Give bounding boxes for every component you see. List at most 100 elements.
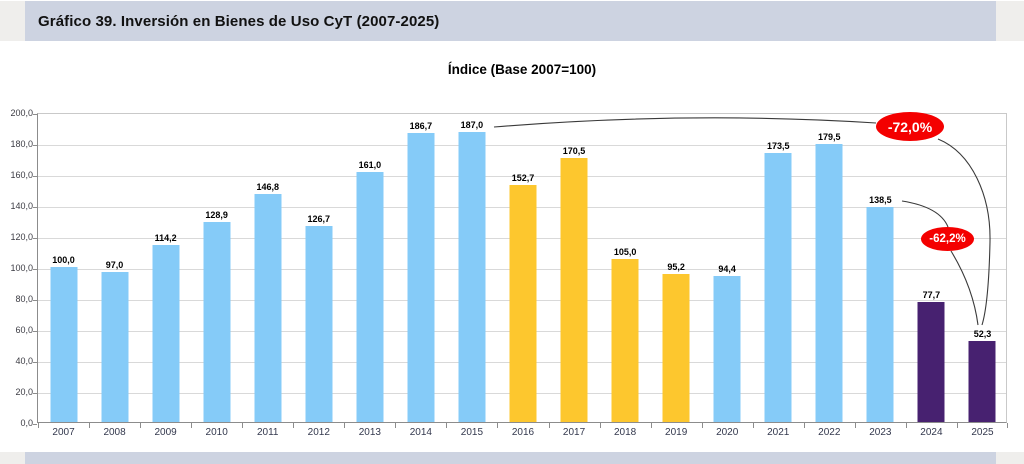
y-axis-tick [33,300,37,301]
x-axis-label-2021: 2021 [767,427,790,438]
header-banner: Gráfico 39. Inversión en Bienes de Uso C… [25,1,996,41]
x-axis-label-2019: 2019 [665,427,688,438]
bar-2014: 186,7 [407,121,435,422]
bar-cell-2021: 173,5 2021 [753,114,804,438]
y-axis: 200,0 180,0 160,0 140,0 120,0 100,0 80,0 60,0 40… [0,108,33,428]
y-axis-tick [33,114,37,115]
bar-value-label-2017: 170,5 [562,145,586,156]
x-axis-tick [446,423,448,428]
bar-cell-2020: 94,4 2020 [702,114,753,438]
bar-2019: 95,2 [662,262,690,422]
bar-cell-2014: 186,7 2014 [395,114,446,438]
bar-2022: 179,5 [815,132,843,422]
x-axis-tick [956,423,958,428]
y-axis-label: 60,0 [15,325,33,335]
bar-cell-2010: 128,9 2010 [191,114,242,438]
x-axis-label-2007: 2007 [52,427,75,438]
x-axis-tick [38,423,39,428]
y-axis-label: 20,0 [15,387,33,397]
x-axis-label-2022: 2022 [818,427,841,438]
header-left-margin [0,1,25,41]
gridline [38,145,1006,146]
x-axis-tick [650,423,652,428]
bar-cell-2012: 126,7 2012 [293,114,344,438]
bar-2015: 187,0 [458,120,486,422]
x-axis-label-2010: 2010 [205,427,228,438]
bar-cell-2024: 77,7 2024 [906,114,957,438]
y-axis-label: 80,0 [15,294,33,304]
bar-2013: 161,0 [356,160,384,422]
bar-value-label-2018: 105,0 [613,247,637,258]
y-axis-tick [33,331,37,332]
bar-2020: 94,4 [713,264,741,422]
x-axis-tick [293,423,295,428]
x-axis-label-2015: 2015 [460,427,484,438]
bar-cell-2017: 170,5 2017 [549,114,600,438]
x-axis-label-2017: 2017 [562,427,586,438]
x-axis-label-2009: 2009 [154,427,177,438]
bar-cell-2019: 95,2 2019 [651,114,702,438]
x-axis-label-2023: 2023 [869,427,892,438]
x-axis-tick [242,423,244,428]
x-axis-label-2011: 2011 [256,427,279,438]
bar-value-label-2013: 161,0 [358,160,382,171]
bar-value-label-2015: 187,0 [460,120,484,131]
x-axis-tick [803,423,805,428]
bar-value-label-2012: 126,7 [307,213,331,224]
header-right-margin [996,1,1024,41]
x-axis-tick [191,423,193,428]
bar-2009: 114,2 [152,233,180,422]
bar-value-label-2016: 152,7 [511,173,535,184]
y-axis-tick [33,269,37,270]
bar-value-label-2019: 95,2 [667,262,685,273]
x-axis-tick [905,423,907,428]
y-axis-label: 100,0 [10,263,33,273]
plot-area: 100,0 2007 97,0 2008 114,2 2009 128,9 2010 146,8… [33,113,1008,438]
x-axis-label-2018: 2018 [613,427,637,438]
bar-2011: 146,8 [254,182,282,422]
y-axis-tick [33,238,37,239]
y-axis-tick [33,424,37,425]
y-axis-label: 0,0 [20,418,33,428]
bar-value-label-2008: 97,0 [105,259,124,270]
bar-value-label-2009: 114,2 [154,233,177,243]
y-axis-tick [33,362,37,363]
x-axis-label-2025: 2025 [971,427,994,438]
footer-band [0,452,1024,464]
x-axis-tick [1007,423,1008,428]
bar-2016: 152,7 [509,173,537,422]
bar-2007: 100,0 [50,255,78,422]
chart-subtitle: Índice (Base 2007=100) [447,62,597,77]
bar-value-label-2022: 179,5 [818,131,841,142]
annotation-badge-62: -62,2% [921,227,974,251]
bar-2017: 170,5 [560,146,588,422]
bar-2021: 173,5 [764,141,792,422]
x-axis-label-2012: 2012 [307,427,330,438]
x-axis-tick [497,423,499,428]
bar-cell-2018: 105,0 2018 [600,114,651,438]
x-axis-tick [395,423,397,428]
bar-value-label-2014: 186,7 [409,120,433,131]
bar-value-label-2007: 100,0 [52,255,75,265]
x-axis-label-2008: 2008 [103,427,126,438]
bar-value-label-2021: 173,5 [766,141,790,152]
bar-cell-2015: 187,0 2015 [446,114,497,438]
bar-2010: 128,9 [203,210,231,422]
bar-cell-2007: 100,0 2007 [38,114,89,438]
bar-2012: 126,7 [305,214,333,422]
bar-cell-2009: 114,2 2009 [140,114,191,438]
bar-value-label-2025: 52,3 [973,328,992,339]
bar-cell-2025: 52,3 2025 [957,114,1008,438]
x-axis-label-2020: 2020 [716,427,739,438]
x-axis-tick [599,423,601,428]
bar-cell-2022: 179,5 2022 [804,114,855,438]
bar-2008: 97,0 [101,260,129,422]
y-axis-label: 40,0 [15,356,33,366]
footer-left-margin [0,452,25,464]
bar-2023: 138,5 [866,195,894,422]
bar-2025: 52,3 [968,329,996,422]
x-axis-tick [140,423,142,428]
x-axis-tick [854,423,856,428]
y-axis-label: 200,0 [10,108,33,118]
